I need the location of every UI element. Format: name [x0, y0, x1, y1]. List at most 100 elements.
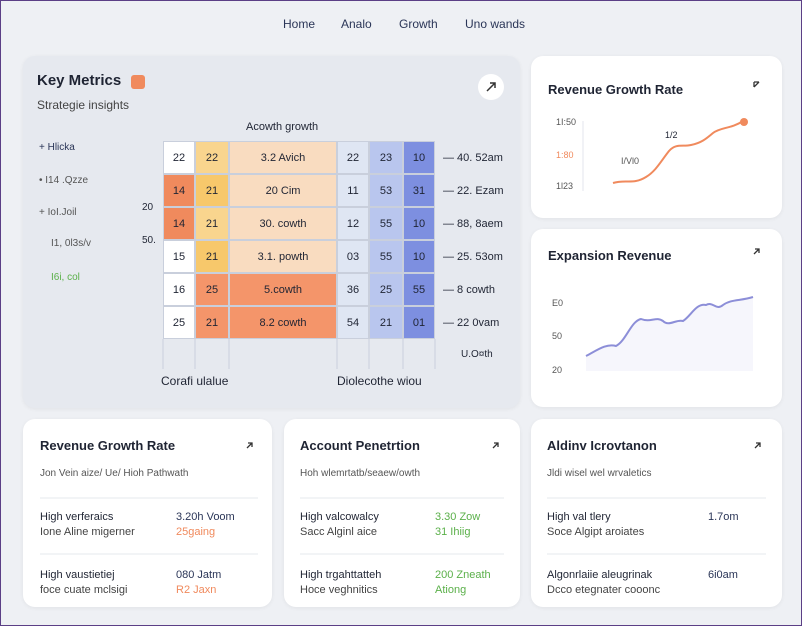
grid-cell: 23 — [369, 141, 403, 174]
grid-cell: 54 — [337, 306, 369, 339]
row-mark: 20 — [142, 202, 154, 213]
item-value: 1.7om — [708, 511, 739, 523]
grid-cell: 20 Cim — [229, 174, 337, 207]
card-title: Revenue Growth Rate — [548, 82, 684, 97]
grid-cell: 22 — [195, 141, 229, 174]
side-label: I1, 0l3s/v — [51, 238, 92, 249]
growth-card — [531, 56, 782, 218]
grid-cell: 3.2 Avich — [229, 141, 337, 174]
item-sublabel: foce cuate mclsigi — [40, 584, 128, 596]
arrow-icon — [492, 442, 499, 449]
card-subtitle: Strategie insights — [37, 98, 130, 112]
grid-ticks — [162, 339, 436, 369]
annotation: I/Vl0 — [621, 156, 640, 166]
grid-cell: 14 — [163, 174, 195, 207]
axis-note: U.O¤th — [461, 349, 493, 360]
card-title: Account Penetrtion — [300, 438, 420, 453]
card-title: Expansion Revenue — [548, 248, 672, 263]
item-label: High valcowalcy — [300, 511, 379, 523]
row-value: — 8 cowth — [443, 284, 495, 296]
bottom-card — [531, 419, 782, 607]
item-subvalue: 31 Ihiig — [435, 526, 471, 538]
arrow-icon — [486, 82, 496, 92]
card-title: Revenue Growth Rate — [40, 438, 176, 453]
item-sublabel: Hoce veghnitics — [300, 584, 378, 596]
grid-cell: 15 — [163, 240, 195, 273]
item-label: Algonrlaiie aleugrinak — [547, 569, 653, 581]
card-subtitle: Jon Vein aize/ Ue/ Hioh Pathwath — [40, 468, 189, 479]
card-title: Key Metrics — [37, 72, 122, 89]
item-label: High trgahttatteh — [300, 569, 382, 581]
arrow-icon — [246, 442, 253, 449]
bottom-card — [284, 419, 520, 607]
grid-cell: 21 — [195, 174, 229, 207]
row-value: — 88, 8aem — [443, 218, 503, 230]
expansion-card — [531, 229, 782, 407]
grid-cell: 11 — [337, 174, 369, 207]
axis-label: E0 — [552, 298, 564, 308]
grid-cell: 22 — [337, 141, 369, 174]
grid-cell: 21 — [195, 240, 229, 273]
grid-cell: 55 — [403, 273, 435, 306]
row-value: — 22 0vam — [443, 317, 500, 329]
item-value: 6i0am — [708, 569, 738, 581]
item-value: 080 Jatm — [176, 569, 222, 581]
grid-title: Acowth growth — [246, 121, 319, 133]
grid-cell: 3.1. powth — [229, 240, 337, 273]
nav-link[interactable]: Home — [283, 17, 316, 31]
axis-label: 1l23 — [556, 181, 574, 191]
grid-cell: 21 — [369, 306, 403, 339]
side-label: I6i, col — [51, 272, 80, 283]
nav-link[interactable]: Uno wands — [465, 17, 526, 31]
grid-cell: 5.cowth — [229, 273, 337, 306]
item-sublabel: Sacc Alginl aice — [300, 526, 378, 538]
item-sublabel: Soce Algipt aroiates — [547, 526, 645, 538]
side-label: + Hlicka — [39, 142, 75, 153]
row-value: — 25. 53om — [443, 251, 503, 263]
axis-label: Corafi ulalue — [161, 374, 229, 388]
grid-cell: 30. cowth — [229, 207, 337, 240]
grid-cell: 25 — [195, 273, 229, 306]
dividers — [40, 497, 766, 555]
row-value: — 22. Ezam — [443, 185, 504, 197]
grid-cell: 21 — [195, 306, 229, 339]
sparkline — [612, 120, 744, 184]
grid-cell: 03 — [337, 240, 369, 273]
sparkline-area — [586, 297, 753, 371]
nav-link[interactable]: Analo — [341, 17, 372, 31]
item-label: High val tlery — [547, 511, 611, 523]
axis-label: 20 — [552, 365, 563, 375]
card-title: Aldinv Icrovtanon — [547, 438, 657, 453]
grid-cell: 10 — [403, 141, 435, 174]
grid-cell: 8.2 cowth — [229, 306, 337, 339]
item-sublabel: Dcco etegnater cooonc — [547, 584, 661, 596]
row-mark: 50. — [142, 235, 156, 246]
axis-label: Diolecothe wiou — [337, 374, 422, 388]
item-sublabel: Ione Aline migerner — [40, 526, 135, 538]
grid-cell: 10 — [403, 207, 435, 240]
side-label: + IoI.Joil — [39, 207, 77, 218]
item-value: 200 Zneath — [435, 569, 491, 581]
item-label: High verferaics — [40, 511, 114, 523]
arrow-icon — [753, 248, 760, 255]
grid-cell: 25 — [163, 306, 195, 339]
side-label: • I14 .Qzze — [39, 175, 89, 186]
grid-cell: 21 — [195, 207, 229, 240]
item-subvalue: R2 Jaxn — [176, 584, 217, 596]
nav-link[interactable]: Growth — [399, 17, 438, 31]
item-subvalue: Ationg — [435, 584, 467, 596]
grid-cell: 55 — [369, 207, 403, 240]
grid-cell: 12 — [337, 207, 369, 240]
grid-cell: 22 — [163, 141, 195, 174]
grid-cell: 25 — [369, 273, 403, 306]
grid-cell: 53 — [369, 174, 403, 207]
grid-cell: 31 — [403, 174, 435, 207]
card-subtitle: Jldi wisel wel wrvaletics — [547, 468, 652, 479]
sparkline — [585, 296, 754, 357]
item-value: 3.30 Zow — [435, 511, 481, 523]
item-subvalue: 25gaing — [176, 526, 216, 538]
item-value: 3.20h Voom — [176, 511, 235, 523]
axis-label: 1:80 — [556, 150, 574, 160]
